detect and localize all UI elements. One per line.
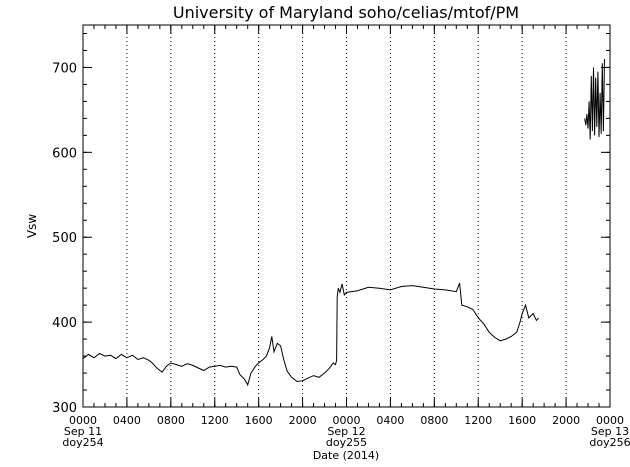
day-date-label: Sep 11 <box>64 425 102 438</box>
day-doy-label: doy255 <box>326 436 367 449</box>
x-tick-label: 0000 <box>596 414 624 427</box>
y-tick-label: 600 <box>52 146 77 161</box>
x-tick-label: 0400 <box>376 414 404 427</box>
day-doy-label: doy256 <box>589 436 630 449</box>
series-line <box>584 58 605 140</box>
x-tick-label: 0000 <box>69 414 97 427</box>
day-doy-label: doy254 <box>62 436 103 449</box>
y-axis-label: Vsw <box>25 214 39 238</box>
x-tick-label: 0800 <box>420 414 448 427</box>
day-date-label: Sep 13 <box>591 425 629 438</box>
y-tick-label: 700 <box>52 61 77 76</box>
series-line <box>82 282 539 387</box>
x-tick-label: 1600 <box>508 414 536 427</box>
x-tick-label: 0000 <box>333 414 361 427</box>
x-tick-label: 2000 <box>552 414 580 427</box>
y-tick-label: 400 <box>52 316 77 331</box>
x-tick-label: 1600 <box>245 414 273 427</box>
x-axis-ticks: 0000 0400 0800 1200 1600 2000 0000 0400 0800 1200… <box>62 25 630 449</box>
x-tick-label: 2000 <box>289 414 317 427</box>
vertical-gridlines <box>126 25 567 407</box>
x-tick-label: 1200 <box>464 414 492 427</box>
x-tick-label: 1200 <box>201 414 229 427</box>
x-tick-label: 0800 <box>157 414 185 427</box>
chart-title: University of Maryland soho/celias/mtof/… <box>173 3 519 22</box>
x-axis-label: Date (2014) <box>313 449 379 462</box>
x-tick-label: 0400 <box>113 414 141 427</box>
y-axis-ticks: 300 400 500 600 700 <box>52 32 610 416</box>
series-group <box>82 58 605 387</box>
y-tick-label: 500 <box>52 231 77 246</box>
day-date-label: Sep 12 <box>327 425 365 438</box>
y-tick-label: 300 <box>52 401 77 416</box>
